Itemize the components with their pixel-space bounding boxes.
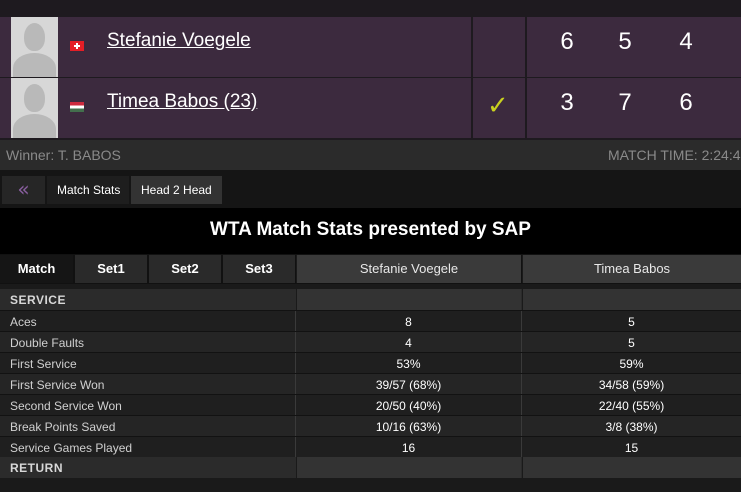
winner-text: Winner: T. BABOS [6, 147, 121, 163]
table-row: Double Faults 4 5 [0, 331, 741, 353]
set-score: 5 [618, 28, 632, 55]
table-row: Second Service Won 20/50 (40%) 22/40 (55… [0, 394, 741, 416]
stat-value-player2: 34/58 (59%) [598, 378, 665, 392]
table-row: First Service 53% 59% [0, 352, 741, 374]
tab-match-stats[interactable]: Match Stats [47, 176, 129, 204]
section-return: RETURN [0, 457, 741, 478]
winner-check-cell [473, 17, 525, 78]
stat-label: First Service [10, 357, 77, 371]
back-chevron-icon[interactable]: « [2, 176, 45, 204]
avatar [11, 17, 58, 77]
tab-head-2-head[interactable]: Head 2 Head [131, 176, 222, 204]
player-row-1: Stefanie Voegele 6 5 4 [0, 17, 741, 78]
winner-bar: Winner: T. BABOS MATCH TIME: 2:24:4 [0, 140, 741, 170]
stats-table-header: Match Set1 Set2 Set3 Stefanie Voegele Ti… [0, 254, 741, 284]
stat-label: First Service Won [10, 378, 105, 392]
stat-value-player1: 8 [405, 315, 412, 329]
stats-header: WTA Match Stats presented by SAP [0, 208, 741, 254]
column-header-player1: Stefanie Voegele [296, 255, 521, 283]
player-name-link[interactable]: Stefanie Voegele [107, 30, 251, 51]
section-label: SERVICE [10, 293, 66, 307]
player-name-link[interactable]: Timea Babos (23) [107, 91, 258, 112]
set-score: 7 [618, 89, 632, 116]
player-name-cell: Timea Babos (23) [0, 78, 471, 139]
table-row: Aces 8 5 [0, 310, 741, 332]
stat-label: Double Faults [10, 336, 85, 350]
stat-value-player1: 39/57 (68%) [375, 378, 442, 392]
player-name-cell: Stefanie Voegele [0, 17, 471, 78]
table-row: First Service Won 39/57 (68%) 34/58 (59%… [0, 373, 741, 395]
check-icon: ✓ [487, 91, 509, 121]
tab-bar: « Match Stats Head 2 Head [0, 170, 741, 208]
table-row: Service Games Played 16 15 [0, 436, 741, 458]
winner-check-cell: ✓ [473, 78, 525, 139]
sui-flag-icon [70, 41, 84, 51]
player-row-2: Timea Babos (23) ✓ 3 7 6 [0, 78, 741, 139]
filter-set1-button[interactable]: Set1 [75, 255, 147, 283]
stat-value-player2: 5 [628, 336, 635, 350]
stats-title: WTA Match Stats presented by SAP [210, 219, 531, 240]
stat-value-player2: 5 [628, 315, 635, 329]
scoreboard: Stefanie Voegele 6 5 4 Timea Babos (23) … [0, 0, 741, 140]
stat-value-player2: 3/8 (38%) [605, 420, 658, 434]
section-service: SERVICE [0, 289, 741, 310]
filter-match-button[interactable]: Match [0, 255, 73, 283]
stat-value-player1: 16 [401, 441, 416, 455]
set-scores: 3 7 6 [527, 78, 741, 139]
stat-value-player2: 15 [624, 441, 639, 455]
stat-value-player1: 20/50 (40%) [375, 399, 442, 413]
stat-label: Break Points Saved [10, 420, 116, 434]
section-label: RETURN [10, 461, 63, 475]
set-score: 6 [560, 28, 574, 55]
set-score: 6 [679, 89, 693, 116]
set-scores: 6 5 4 [527, 17, 741, 78]
filter-set3-button[interactable]: Set3 [223, 255, 295, 283]
set-score: 3 [560, 89, 574, 116]
stat-label: Second Service Won [10, 399, 122, 413]
stat-value-player1: 10/16 (63%) [375, 420, 442, 434]
avatar [11, 78, 58, 138]
table-row: Break Points Saved 10/16 (63%) 3/8 (38%) [0, 415, 741, 437]
column-header-player2: Timea Babos [522, 255, 741, 283]
stat-value-player2: 59% [619, 357, 644, 371]
set-score: 4 [679, 28, 693, 55]
match-time: MATCH TIME: 2:24:4 [608, 147, 741, 163]
filter-set2-button[interactable]: Set2 [149, 255, 221, 283]
stat-value-player2: 22/40 (55%) [598, 399, 665, 413]
stat-value-player1: 4 [405, 336, 412, 350]
stat-value-player1: 53% [396, 357, 421, 371]
stat-label: Service Games Played [10, 441, 133, 455]
stat-label: Aces [10, 315, 37, 329]
hun-flag-icon [70, 102, 84, 112]
